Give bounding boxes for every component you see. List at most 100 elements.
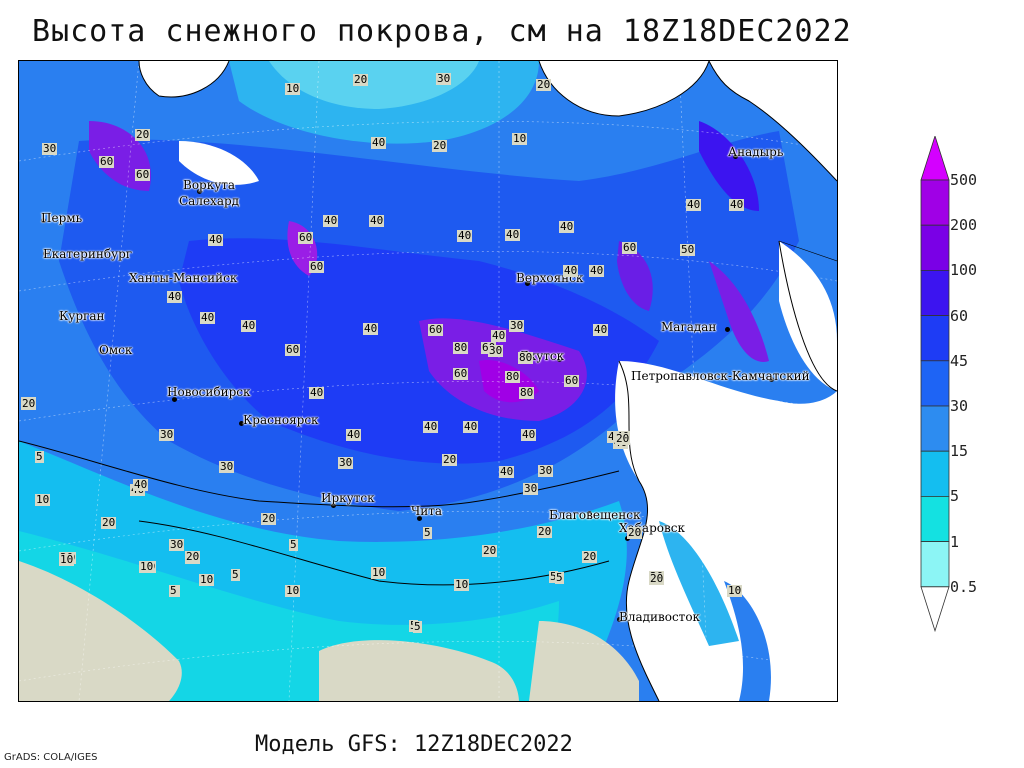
legend-swatch bbox=[920, 495, 950, 542]
contour-label: 40 bbox=[346, 428, 362, 441]
legend-level-label: 200 bbox=[950, 216, 978, 235]
contour-label: 10 bbox=[512, 132, 528, 145]
contour-label: 80 bbox=[519, 386, 535, 399]
legend-level-label: 0.5 bbox=[950, 577, 978, 596]
contour-label: 60 bbox=[135, 168, 151, 181]
legend-swatch bbox=[920, 360, 950, 407]
contour-label: 10 bbox=[285, 82, 301, 95]
contour-label: 40 bbox=[167, 290, 183, 303]
contour-label: 20 bbox=[135, 128, 151, 141]
contour-label: 5 bbox=[549, 570, 558, 583]
contour-label: 20 bbox=[582, 550, 598, 563]
contour-label: 40 bbox=[499, 465, 515, 478]
contour-label: 40 bbox=[463, 420, 479, 433]
contour-label: 20 bbox=[21, 397, 37, 410]
contour-label: 10 bbox=[59, 553, 75, 566]
contour-label: 20 bbox=[627, 526, 643, 539]
legend-level-label: 30 bbox=[950, 397, 969, 415]
legend-level-label: 1 bbox=[950, 532, 960, 551]
city-khanty-mansiysk: Ханты-Мансийск bbox=[129, 271, 238, 285]
contour-label: 40 bbox=[559, 220, 575, 233]
city-blagoveshchensk: Благовещенск bbox=[549, 508, 641, 522]
contour-label: 40 bbox=[309, 386, 325, 399]
contour-label: 10 bbox=[454, 578, 470, 591]
contour-label: 40 bbox=[323, 214, 339, 227]
contour-label: 40 bbox=[241, 319, 257, 332]
contour-label: 40 bbox=[563, 264, 579, 277]
contour-label: 30 bbox=[169, 538, 185, 551]
city-chita: Чита bbox=[411, 504, 443, 518]
contour-label: 5 bbox=[169, 584, 178, 597]
contour-label: 40 bbox=[371, 136, 387, 149]
contour-label: 80 bbox=[453, 341, 469, 354]
city-kurgan: Курган bbox=[59, 309, 105, 323]
contour-label: 20 bbox=[101, 516, 117, 529]
contour-label: 60 bbox=[99, 155, 115, 168]
contour-label: 10 bbox=[727, 584, 743, 597]
contour-label: 5 bbox=[555, 571, 564, 584]
city-petropavlovsk-kamchatsky: Петропавловск-Камчатский bbox=[631, 369, 810, 383]
contour-label: 10 bbox=[35, 493, 51, 506]
contour-label: 40 bbox=[369, 214, 385, 227]
contour-label: 50 bbox=[680, 243, 696, 256]
contour-label: 60 bbox=[622, 241, 638, 254]
legend-level-label: 45 bbox=[950, 351, 969, 370]
contour-label: 60 bbox=[428, 323, 444, 336]
legend-level-label: 5 bbox=[950, 487, 960, 506]
contour-label: 80 bbox=[505, 370, 521, 383]
contour-label: 20 bbox=[649, 572, 665, 585]
contour-label: 20 bbox=[185, 550, 201, 563]
contour-label: 60 bbox=[309, 260, 325, 273]
contour-label: 10 bbox=[285, 584, 301, 597]
contour-label: 5 bbox=[423, 526, 432, 539]
city-irkutsk: Иркутск bbox=[321, 491, 375, 505]
city-anadyr: Анадырь bbox=[728, 145, 784, 159]
map-title: Высота снежного покрова, см на 18Z18DEC2… bbox=[32, 14, 852, 49]
contour-label: 10 bbox=[139, 560, 155, 573]
contour-label: 40 bbox=[457, 229, 473, 242]
city-vorkuta: Воркута bbox=[183, 178, 236, 192]
legend-level-label: 100 bbox=[950, 261, 978, 280]
contour-label: 60 bbox=[564, 374, 580, 387]
contour-label: 60 bbox=[285, 343, 301, 356]
contour-label: 20 bbox=[615, 432, 631, 445]
map-canvas bbox=[19, 61, 837, 701]
city-krasnoyarsk: Красноярск bbox=[243, 413, 319, 427]
color-legend: 500 200 100 60 45 30 15 5 1 0.5 bbox=[920, 134, 1020, 636]
city-omsk: Омск bbox=[99, 343, 133, 357]
contour-label: 30 bbox=[436, 72, 452, 85]
legend-colorbar bbox=[920, 134, 950, 633]
contour-label: 30 bbox=[219, 460, 235, 473]
legend-swatch bbox=[920, 315, 950, 362]
model-label: Модель GFS: 12Z18DEC2022 bbox=[255, 732, 573, 757]
contour-label: 40 bbox=[423, 420, 439, 433]
contour-label: 5 bbox=[231, 568, 240, 581]
contour-label: 30 bbox=[509, 319, 525, 332]
legend-swatch bbox=[920, 179, 950, 226]
contour-label: 20 bbox=[442, 453, 458, 466]
legend-swatch-top bbox=[920, 134, 950, 181]
legend-swatch bbox=[920, 269, 950, 316]
contour-label: 10 bbox=[371, 566, 387, 579]
legend-swatch bbox=[920, 224, 950, 271]
contour-label: 80 bbox=[518, 351, 534, 364]
legend-level-label: 15 bbox=[950, 442, 969, 461]
contour-label: 40 bbox=[686, 198, 702, 211]
city-magadan: Магадан bbox=[661, 320, 717, 334]
contour-label: 60 bbox=[298, 231, 314, 244]
contour-label: 40 bbox=[491, 329, 507, 342]
contour-label: 10 bbox=[199, 573, 215, 586]
contour-label: 20 bbox=[432, 139, 448, 152]
legend-swatch bbox=[920, 405, 950, 452]
contour-label: 40 bbox=[133, 478, 149, 491]
city-novosibirsk: Новосибирск bbox=[167, 385, 251, 399]
grads-credit: GrADS: COLA/IGES bbox=[4, 752, 98, 763]
city-salekhard: Салехард bbox=[179, 194, 240, 208]
contour-label: 5 bbox=[35, 450, 44, 463]
contour-label: 40 bbox=[200, 311, 216, 324]
contour-label: 20 bbox=[353, 73, 369, 86]
city-ekaterinburg: Екатеринбург bbox=[43, 247, 133, 261]
contour-label: 30 bbox=[488, 344, 504, 357]
contour-label: 30 bbox=[338, 456, 354, 469]
contour-label: 40 bbox=[505, 228, 521, 241]
